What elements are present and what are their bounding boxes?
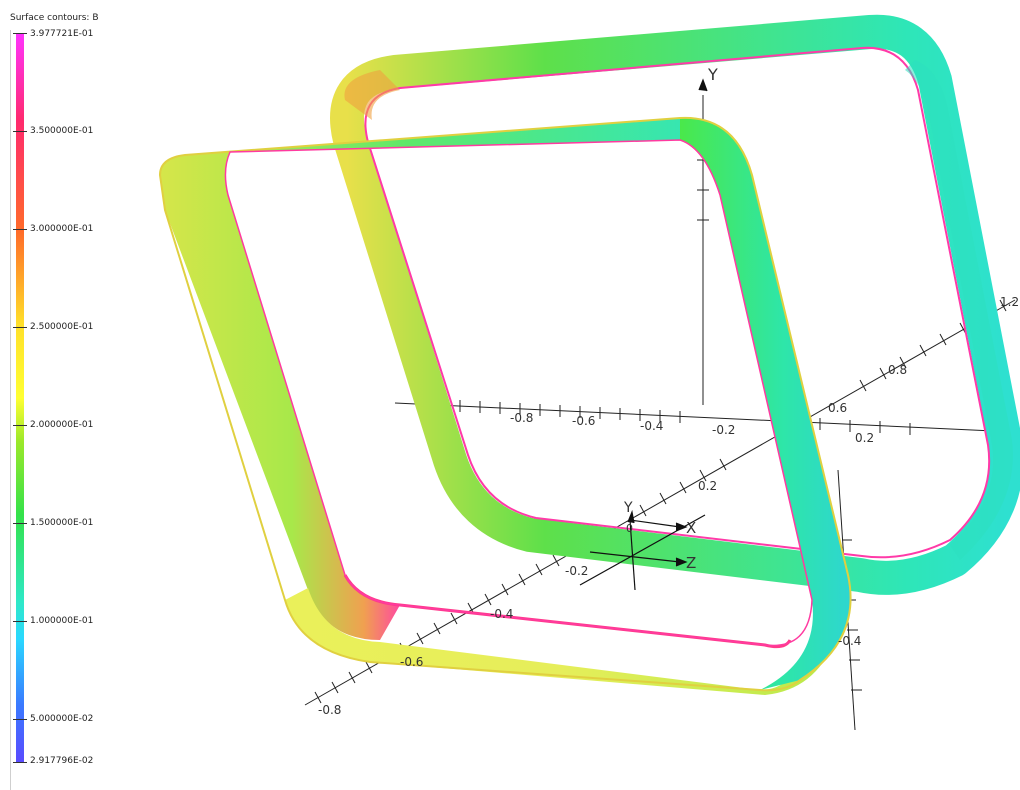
tick-label: -0.8 bbox=[318, 703, 341, 717]
triad-x-label: X bbox=[686, 519, 696, 537]
tick-label: -0.4 bbox=[838, 634, 861, 648]
z-axis-line bbox=[304, 299, 1016, 706]
3d-viewport[interactable]: Y Y X Z 0 -0.8 -0.6 -0.4 -0.2 0.2 0.6 0.… bbox=[130, 0, 1020, 790]
tick-label: -0.6 bbox=[572, 414, 595, 428]
axis-triad bbox=[579, 78, 708, 591]
legend-tick bbox=[13, 425, 27, 426]
legend-tick bbox=[13, 762, 27, 763]
tick-label: 0.2 bbox=[855, 431, 874, 445]
legend-tick bbox=[13, 131, 27, 132]
front-coil-right-band bbox=[680, 117, 851, 691]
legend-level-label: 3.500000E-01 bbox=[30, 126, 94, 136]
triad-z-arrow bbox=[675, 557, 688, 567]
contour-legend: Surface contours: B 3.977721E-01 3.50000… bbox=[0, 0, 130, 790]
tick-label: -0.4 bbox=[640, 419, 663, 433]
legend-title: Surface contours: B bbox=[10, 13, 99, 23]
triad-y-arrow bbox=[627, 509, 635, 524]
front-coil-inner-edge bbox=[224, 139, 813, 647]
triad-z-line bbox=[589, 551, 681, 563]
front-coil-bottom-band bbox=[285, 588, 835, 695]
front-coil-outer-edge bbox=[158, 116, 852, 692]
triad-y-label: Y bbox=[623, 500, 633, 516]
tick-label: 0.6 bbox=[828, 401, 847, 415]
tick-label: -0.8 bbox=[510, 411, 533, 425]
tick-label: 1.2 bbox=[1000, 295, 1019, 309]
legend-color-bar bbox=[16, 33, 24, 763]
legend-tick bbox=[13, 719, 27, 720]
tick-label: -0.2 bbox=[712, 423, 735, 437]
legend-tick bbox=[13, 33, 27, 34]
legend-level-label: 2.917796E-02 bbox=[30, 756, 94, 766]
y-axis-label: Y bbox=[707, 65, 718, 84]
legend-level-label: 1.000000E-01 bbox=[30, 616, 94, 626]
legend-level-label: 3.977721E-01 bbox=[30, 29, 94, 39]
tick-label: -0.4 bbox=[490, 607, 513, 621]
triad-x-arrow bbox=[675, 522, 688, 532]
back-coil[interactable] bbox=[330, 14, 1020, 595]
front-coil-bottom-inner-edge bbox=[343, 574, 792, 649]
legend-level-label: 1.500000E-01 bbox=[30, 518, 94, 528]
legend-level-label: 2.000000E-01 bbox=[30, 420, 94, 430]
legend-level-label: 2.500000E-01 bbox=[30, 322, 94, 332]
tick-label: -0.2 bbox=[565, 564, 588, 578]
legend-tick bbox=[13, 327, 27, 328]
front-coil-left-band bbox=[160, 152, 400, 640]
back-coil-left-shade bbox=[344, 70, 400, 120]
triad-origin-label: 0 bbox=[626, 522, 633, 535]
x-axis-line bbox=[394, 402, 1016, 433]
back-coil-surface bbox=[330, 14, 1020, 595]
front-coil[interactable] bbox=[158, 116, 852, 695]
tick-label: -0.6 bbox=[400, 655, 423, 669]
triad-x-line bbox=[629, 519, 681, 528]
front-coil-top-band bbox=[185, 117, 740, 155]
legend-level-label: 3.000000E-01 bbox=[30, 224, 94, 234]
legend-tick bbox=[13, 523, 27, 524]
legend-level-label: 5.000000E-02 bbox=[30, 714, 94, 724]
legend-tick bbox=[13, 621, 27, 622]
panel-divider bbox=[10, 30, 11, 790]
tick-label: 0.8 bbox=[888, 363, 907, 377]
tick-label: 0.2 bbox=[698, 479, 717, 493]
y-axis-arrow bbox=[698, 78, 708, 92]
legend-tick bbox=[13, 229, 27, 230]
triad-z-label: Z bbox=[686, 554, 696, 572]
